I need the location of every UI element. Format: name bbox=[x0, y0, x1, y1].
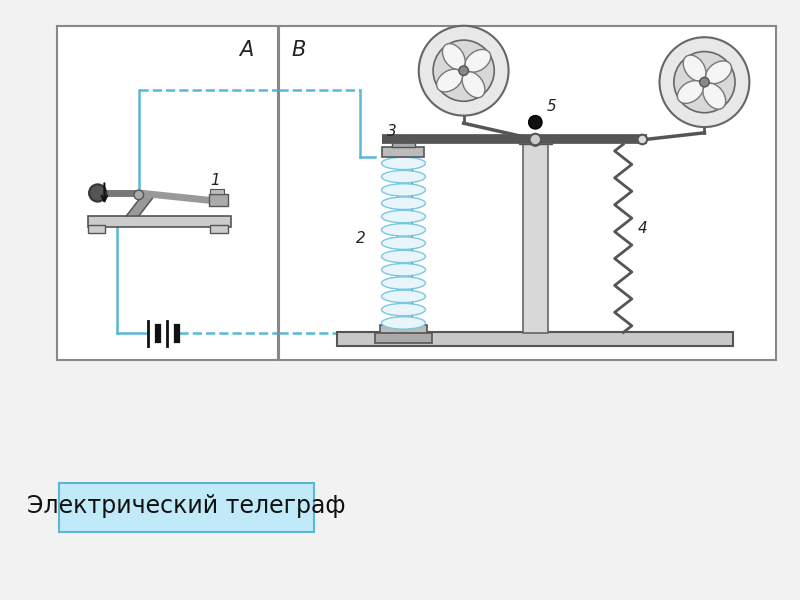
Circle shape bbox=[134, 190, 143, 200]
Text: 2: 2 bbox=[356, 230, 366, 245]
FancyBboxPatch shape bbox=[392, 142, 415, 147]
FancyBboxPatch shape bbox=[210, 226, 228, 233]
FancyBboxPatch shape bbox=[523, 142, 548, 334]
Ellipse shape bbox=[382, 224, 426, 236]
Ellipse shape bbox=[442, 44, 465, 70]
Text: 3: 3 bbox=[387, 124, 397, 139]
Ellipse shape bbox=[706, 61, 731, 83]
Ellipse shape bbox=[462, 72, 485, 98]
Circle shape bbox=[674, 52, 735, 113]
Circle shape bbox=[459, 66, 469, 76]
Circle shape bbox=[530, 134, 541, 145]
FancyBboxPatch shape bbox=[210, 189, 224, 194]
Text: Электрический телеграф: Электрический телеграф bbox=[27, 494, 346, 518]
Text: B: B bbox=[292, 40, 306, 60]
Ellipse shape bbox=[382, 290, 426, 302]
FancyBboxPatch shape bbox=[382, 147, 425, 157]
FancyBboxPatch shape bbox=[209, 194, 228, 206]
Text: 5: 5 bbox=[546, 99, 557, 114]
Circle shape bbox=[418, 26, 509, 116]
Text: A: A bbox=[239, 40, 254, 60]
Circle shape bbox=[638, 134, 647, 144]
Ellipse shape bbox=[703, 83, 726, 109]
Ellipse shape bbox=[382, 304, 426, 316]
Text: 4: 4 bbox=[638, 221, 647, 236]
Ellipse shape bbox=[382, 184, 426, 196]
FancyBboxPatch shape bbox=[57, 26, 278, 360]
Ellipse shape bbox=[382, 250, 426, 263]
Ellipse shape bbox=[382, 277, 426, 289]
FancyBboxPatch shape bbox=[379, 325, 427, 337]
FancyBboxPatch shape bbox=[88, 226, 106, 233]
Ellipse shape bbox=[437, 69, 462, 92]
Ellipse shape bbox=[382, 317, 426, 329]
Circle shape bbox=[433, 40, 494, 101]
FancyBboxPatch shape bbox=[88, 216, 231, 227]
Ellipse shape bbox=[382, 263, 426, 276]
Ellipse shape bbox=[678, 80, 703, 103]
Ellipse shape bbox=[382, 211, 426, 223]
Circle shape bbox=[659, 37, 750, 127]
FancyBboxPatch shape bbox=[279, 26, 776, 360]
FancyBboxPatch shape bbox=[374, 334, 432, 343]
Circle shape bbox=[530, 134, 541, 146]
FancyBboxPatch shape bbox=[397, 152, 412, 329]
FancyBboxPatch shape bbox=[337, 332, 733, 346]
Ellipse shape bbox=[382, 157, 426, 170]
Ellipse shape bbox=[382, 237, 426, 250]
Text: 1: 1 bbox=[210, 173, 220, 188]
Ellipse shape bbox=[683, 55, 706, 81]
FancyBboxPatch shape bbox=[519, 137, 551, 144]
FancyBboxPatch shape bbox=[59, 482, 314, 532]
Circle shape bbox=[529, 116, 542, 129]
Circle shape bbox=[700, 77, 710, 87]
Ellipse shape bbox=[382, 197, 426, 209]
Polygon shape bbox=[126, 195, 155, 216]
Circle shape bbox=[89, 184, 106, 202]
Ellipse shape bbox=[465, 49, 490, 72]
Ellipse shape bbox=[382, 170, 426, 183]
